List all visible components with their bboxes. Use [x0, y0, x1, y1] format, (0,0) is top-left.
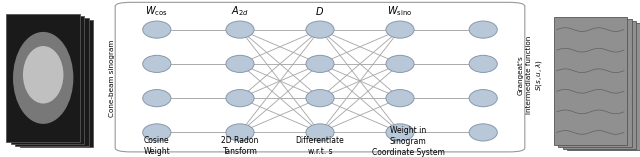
Ellipse shape [143, 90, 171, 107]
Ellipse shape [306, 21, 334, 38]
Ellipse shape [226, 124, 254, 141]
Bar [558, 19, 632, 147]
Bar [15, 18, 89, 146]
Text: Weight in
Sinogram
Coordinate System: Weight in Sinogram Coordinate System [372, 126, 445, 157]
Ellipse shape [306, 90, 334, 107]
Ellipse shape [386, 90, 414, 107]
Ellipse shape [23, 46, 63, 103]
Ellipse shape [143, 55, 171, 72]
Text: Grangeat's
intermediate function
$S(s,u,\lambda)$: Grangeat's intermediate function $S(s,u,… [518, 36, 545, 114]
Text: Differentiate
w.r.t. s: Differentiate w.r.t. s [296, 136, 344, 156]
Ellipse shape [226, 21, 254, 38]
Bar [567, 23, 640, 151]
Text: Cosine
Weight: Cosine Weight [143, 136, 170, 156]
Ellipse shape [226, 90, 254, 107]
Bar [11, 16, 84, 144]
Ellipse shape [386, 124, 414, 141]
Ellipse shape [469, 124, 497, 141]
Ellipse shape [386, 55, 414, 72]
Text: $A_{2d}$: $A_{2d}$ [231, 5, 249, 19]
Text: $W_{\rm sino}$: $W_{\rm sino}$ [387, 5, 413, 19]
Ellipse shape [226, 55, 254, 72]
Text: $D$: $D$ [316, 5, 324, 17]
Bar [554, 17, 627, 145]
Ellipse shape [143, 21, 171, 38]
Bar [20, 20, 93, 147]
Bar [563, 21, 636, 149]
Ellipse shape [469, 55, 497, 72]
Text: $W_{\cos}$: $W_{\cos}$ [145, 5, 168, 19]
Ellipse shape [143, 124, 171, 141]
Ellipse shape [469, 21, 497, 38]
Ellipse shape [469, 90, 497, 107]
Ellipse shape [386, 21, 414, 38]
Text: 2D Radon
Tansform: 2D Radon Tansform [221, 136, 259, 156]
Bar [6, 14, 80, 142]
Ellipse shape [306, 124, 334, 141]
Ellipse shape [13, 32, 74, 124]
Ellipse shape [306, 55, 334, 72]
Text: Cone-beam sinogram: Cone-beam sinogram [109, 39, 115, 117]
